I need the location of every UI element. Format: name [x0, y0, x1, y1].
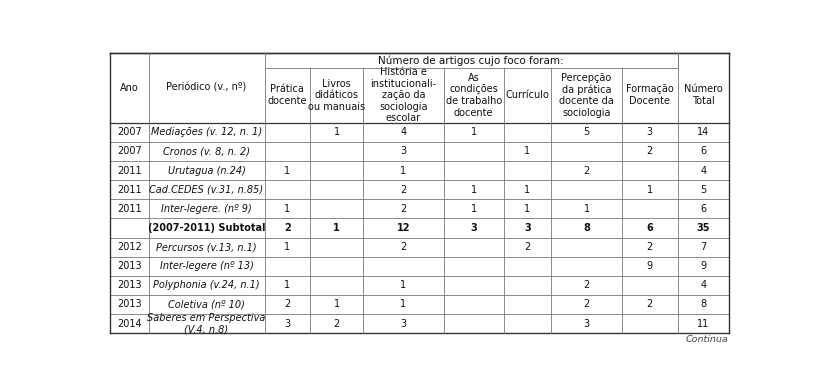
- Text: 1: 1: [470, 127, 477, 137]
- Text: 2011: 2011: [117, 166, 142, 176]
- Text: 4: 4: [700, 166, 707, 176]
- Text: 8: 8: [700, 300, 707, 309]
- Text: 1: 1: [285, 166, 290, 176]
- Text: 2013: 2013: [117, 261, 142, 271]
- Text: 5: 5: [700, 185, 707, 195]
- Text: 2014: 2014: [117, 319, 142, 328]
- Text: 1: 1: [400, 166, 407, 176]
- Text: 1: 1: [583, 204, 590, 214]
- Text: 2012: 2012: [117, 242, 142, 252]
- Text: 1: 1: [334, 300, 339, 309]
- Text: 3: 3: [470, 223, 477, 233]
- Text: Coletiva (nº 10): Coletiva (nº 10): [168, 300, 245, 309]
- Text: 6: 6: [700, 147, 707, 156]
- Text: 2: 2: [400, 204, 407, 214]
- Text: 8: 8: [583, 223, 590, 233]
- Text: 2: 2: [647, 242, 653, 252]
- Text: Polyphonia (v.24, n.1): Polyphonia (v.24, n.1): [153, 280, 260, 291]
- Text: 1: 1: [333, 223, 340, 233]
- Text: 2: 2: [647, 300, 653, 309]
- Text: 5: 5: [583, 127, 590, 137]
- Text: 35: 35: [697, 223, 710, 233]
- Text: 2: 2: [583, 166, 590, 176]
- Text: 1: 1: [285, 242, 290, 252]
- Text: 3: 3: [647, 127, 653, 137]
- Text: Periódico (v., nº): Periódico (v., nº): [166, 83, 247, 93]
- Text: Cad.CEDES (v.31, n.85): Cad.CEDES (v.31, n.85): [150, 185, 263, 195]
- Text: 2: 2: [284, 223, 290, 233]
- Text: 3: 3: [400, 147, 407, 156]
- Text: 6: 6: [700, 204, 707, 214]
- Text: 2011: 2011: [117, 204, 142, 214]
- Text: 7: 7: [700, 242, 707, 252]
- Text: 3: 3: [583, 319, 590, 328]
- Text: 2013: 2013: [117, 300, 142, 309]
- Text: 1: 1: [285, 204, 290, 214]
- Text: Inter-legere (nº 13): Inter-legere (nº 13): [160, 261, 254, 271]
- Text: Número de artigos cujo foco foram:: Número de artigos cujo foco foram:: [379, 55, 564, 66]
- Text: 14: 14: [697, 127, 709, 137]
- Text: 1: 1: [524, 204, 531, 214]
- Text: 4: 4: [400, 127, 407, 137]
- Text: 1: 1: [400, 280, 407, 291]
- Text: 2: 2: [647, 147, 653, 156]
- Text: 1: 1: [470, 185, 477, 195]
- Text: 1: 1: [334, 127, 339, 137]
- Text: Continua: Continua: [685, 335, 729, 344]
- Text: 1: 1: [285, 280, 290, 291]
- Text: Urutagua (n.24): Urutagua (n.24): [168, 166, 245, 176]
- Text: Prática
docente: Prática docente: [267, 84, 307, 106]
- Text: 2: 2: [400, 185, 407, 195]
- Text: 3: 3: [400, 319, 407, 328]
- Text: Percursos (v.13, n.1): Percursos (v.13, n.1): [156, 242, 257, 252]
- Text: As
condições
de trabalho
docente: As condições de trabalho docente: [446, 73, 501, 118]
- Text: Formação
Docente: Formação Docente: [626, 84, 674, 106]
- Text: 1: 1: [524, 147, 531, 156]
- Text: 9: 9: [700, 261, 707, 271]
- Text: 9: 9: [647, 261, 653, 271]
- Text: 1: 1: [470, 204, 477, 214]
- Text: 2: 2: [583, 280, 590, 291]
- Text: 4: 4: [700, 280, 707, 291]
- Text: Currículo: Currículo: [506, 90, 550, 100]
- Text: Saberes em Perspectiva
(V.4, n.8): Saberes em Perspectiva (V.4, n.8): [147, 313, 266, 334]
- Text: (2007-2011) Subtotal: (2007-2011) Subtotal: [148, 223, 265, 233]
- Text: Livros
didáticos
ou manuais: Livros didáticos ou manuais: [308, 79, 365, 112]
- Text: 2011: 2011: [117, 185, 142, 195]
- Text: Inter-legere. (nº 9): Inter-legere. (nº 9): [161, 204, 252, 214]
- Text: Mediações (v. 12, n. 1): Mediações (v. 12, n. 1): [151, 127, 262, 137]
- Text: 3: 3: [285, 319, 290, 328]
- Text: Cronos (v. 8, n. 2): Cronos (v. 8, n. 2): [163, 147, 250, 156]
- Text: Percepção
da prática
docente da
sociologia: Percepção da prática docente da sociolog…: [560, 72, 614, 118]
- Text: 6: 6: [646, 223, 654, 233]
- Text: 2013: 2013: [117, 280, 142, 291]
- Text: 1: 1: [647, 185, 653, 195]
- Text: 2: 2: [334, 319, 339, 328]
- Text: 12: 12: [397, 223, 410, 233]
- Text: Número
Total: Número Total: [684, 84, 722, 106]
- Text: 3: 3: [524, 223, 531, 233]
- Text: 11: 11: [697, 319, 709, 328]
- Text: 2: 2: [524, 242, 531, 252]
- Text: 2007: 2007: [117, 147, 142, 156]
- Text: 1: 1: [524, 185, 531, 195]
- Text: 2: 2: [583, 300, 590, 309]
- Text: 1: 1: [400, 300, 407, 309]
- Text: Ano: Ano: [119, 83, 138, 93]
- Text: História e
institucionali-
zação da
sociologia
escolar: História e institucionali- zação da soci…: [371, 67, 437, 124]
- Text: 2: 2: [285, 300, 290, 309]
- Text: 2007: 2007: [117, 127, 142, 137]
- Text: 2: 2: [400, 242, 407, 252]
